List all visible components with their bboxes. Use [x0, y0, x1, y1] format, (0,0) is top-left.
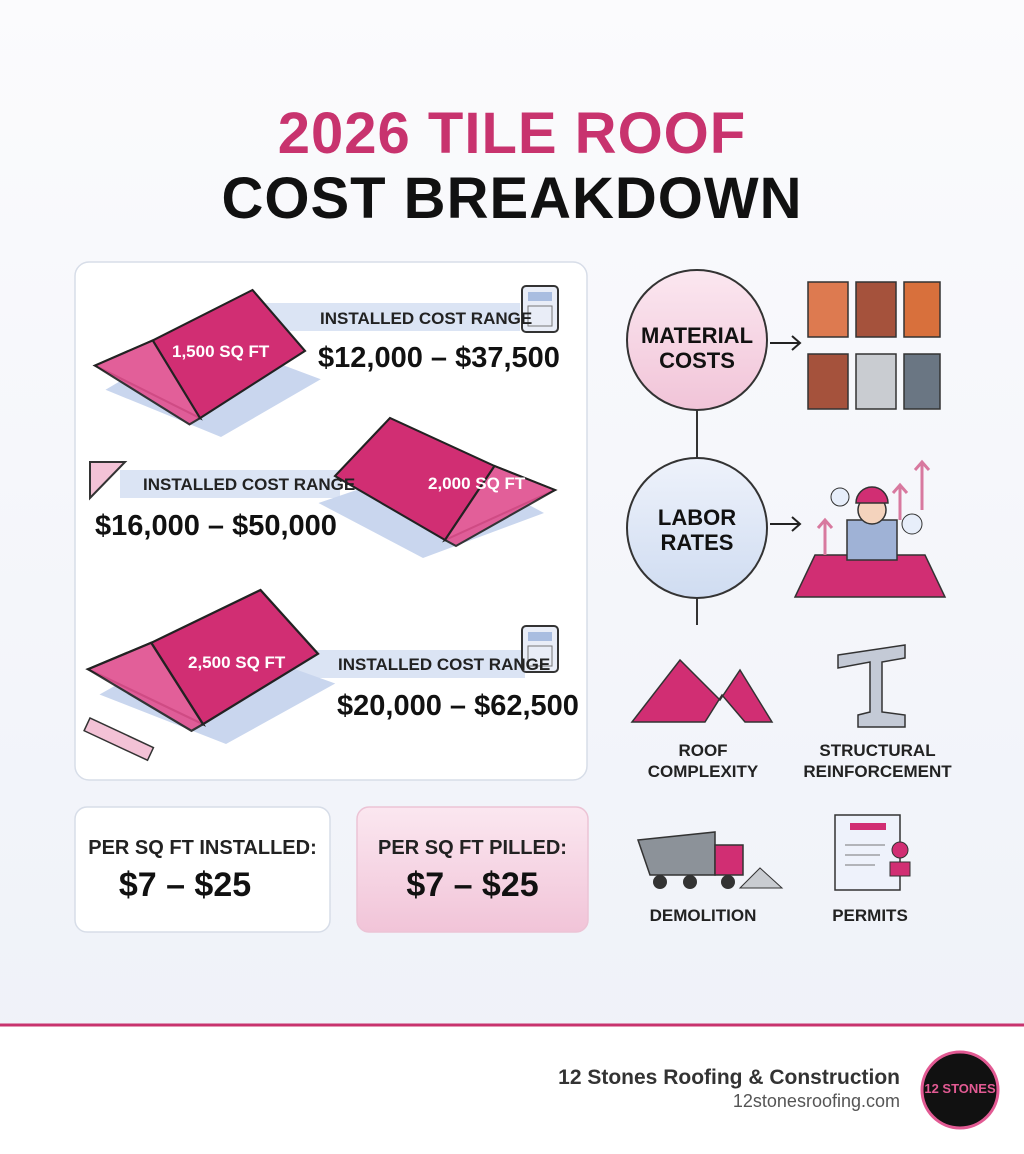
title-line2: COST BREAKDOWN [221, 166, 803, 231]
labor-circle [626, 457, 768, 599]
company-url: 12stonesroofing.com [732, 1091, 900, 1111]
cost-range: $12,000 – $37,500 [318, 342, 560, 374]
complexity-icon [630, 658, 774, 723]
cost-range: $20,000 – $62,500 [337, 690, 579, 722]
logo-text: 12 STONES [924, 1081, 996, 1096]
material-circle [626, 269, 768, 411]
arrow [770, 516, 802, 532]
label-band [285, 650, 525, 678]
per-sqft-label: PER SQ FT INSTALLED: [88, 837, 317, 859]
labor-label: LABOR RATES [657, 505, 737, 555]
per-sqft-range: $7 – $25 [118, 866, 252, 904]
box [74, 806, 331, 933]
worker-icon [793, 459, 947, 598]
cost-range: $16,000 – $50,000 [95, 510, 337, 542]
ruler-icon [83, 717, 155, 762]
permit-icon [834, 814, 911, 891]
beam-icon [837, 644, 906, 728]
tile-samples [807, 281, 941, 410]
roof-area: 1,500 SQ FT [172, 342, 270, 361]
label-band [120, 470, 340, 498]
cost-label: INSTALLED COST RANGE [338, 655, 551, 674]
title-line1: 2026 TILE ROOF [277, 101, 747, 166]
per-sqft-range: $7 – $25 [406, 866, 539, 904]
factor-label: STRUCTURAL REINFORCEMENT [803, 741, 952, 781]
label-band [250, 303, 520, 331]
company-name: 12 Stones Roofing & Construction [558, 1066, 900, 1089]
footer [0, 1025, 1024, 1154]
calculator-icon [521, 285, 559, 333]
roof-area: 2,500 SQ FT [188, 653, 286, 672]
factor-label: PERMITS [832, 906, 908, 925]
factor-label: ROOF COMPLEXITY [647, 741, 759, 781]
box [356, 806, 589, 933]
logo [920, 1050, 1000, 1130]
per-sqft-label: PER SQ FT PILLED: [378, 837, 567, 859]
cost-label: INSTALLED COST RANGE [143, 475, 356, 494]
material-label: MATERIAL COSTS [640, 323, 754, 373]
arrow [770, 335, 802, 351]
cost-label: INSTALLED COST RANGE [320, 309, 533, 328]
calculator-icon [521, 625, 559, 673]
truck-icon [636, 831, 784, 889]
roof-area: 2,000 SQ FT [428, 474, 526, 493]
square-icon [89, 461, 128, 501]
factor-label: DEMOLITION [649, 906, 757, 925]
